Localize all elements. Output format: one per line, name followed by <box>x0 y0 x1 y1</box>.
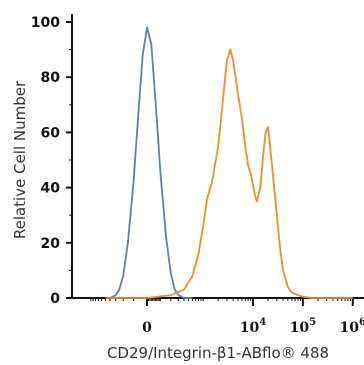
x-tick-label: 0 <box>142 320 152 336</box>
axes <box>71 14 364 299</box>
stained-histogram-line <box>105 48 353 299</box>
series-group <box>105 26 353 299</box>
x-tick-base: 10 <box>340 320 360 336</box>
x-tick-label: 104 <box>240 317 266 336</box>
x-tick-exponent: 6 <box>359 317 364 328</box>
y-tick-label: 100 <box>31 15 60 31</box>
y-ticks: 0 20 40 60 80 100 <box>31 15 72 307</box>
x-tick-base: 10 <box>240 320 260 336</box>
y-tick-label: 20 <box>41 236 61 252</box>
y-tick-label: 60 <box>41 125 61 141</box>
x-tick-exponent: 5 <box>309 317 316 328</box>
x-tick-exponent: 4 <box>259 317 266 328</box>
x-tick-label: 106 <box>340 317 364 336</box>
x-tick-base: 10 <box>290 320 310 336</box>
x-axis-label: CD29/Integrin-β1-ABflo® 488 <box>107 344 329 362</box>
x-ticks: 0 104 105 106 <box>90 298 364 336</box>
y-tick-label: 0 <box>50 291 60 307</box>
y-tick-label: 80 <box>41 70 61 86</box>
y-axis-label: Relative Cell Number <box>11 80 29 239</box>
control-histogram-line <box>109 26 193 299</box>
y-tick-label: 40 <box>41 181 61 197</box>
x-tick-label: 105 <box>290 317 316 336</box>
